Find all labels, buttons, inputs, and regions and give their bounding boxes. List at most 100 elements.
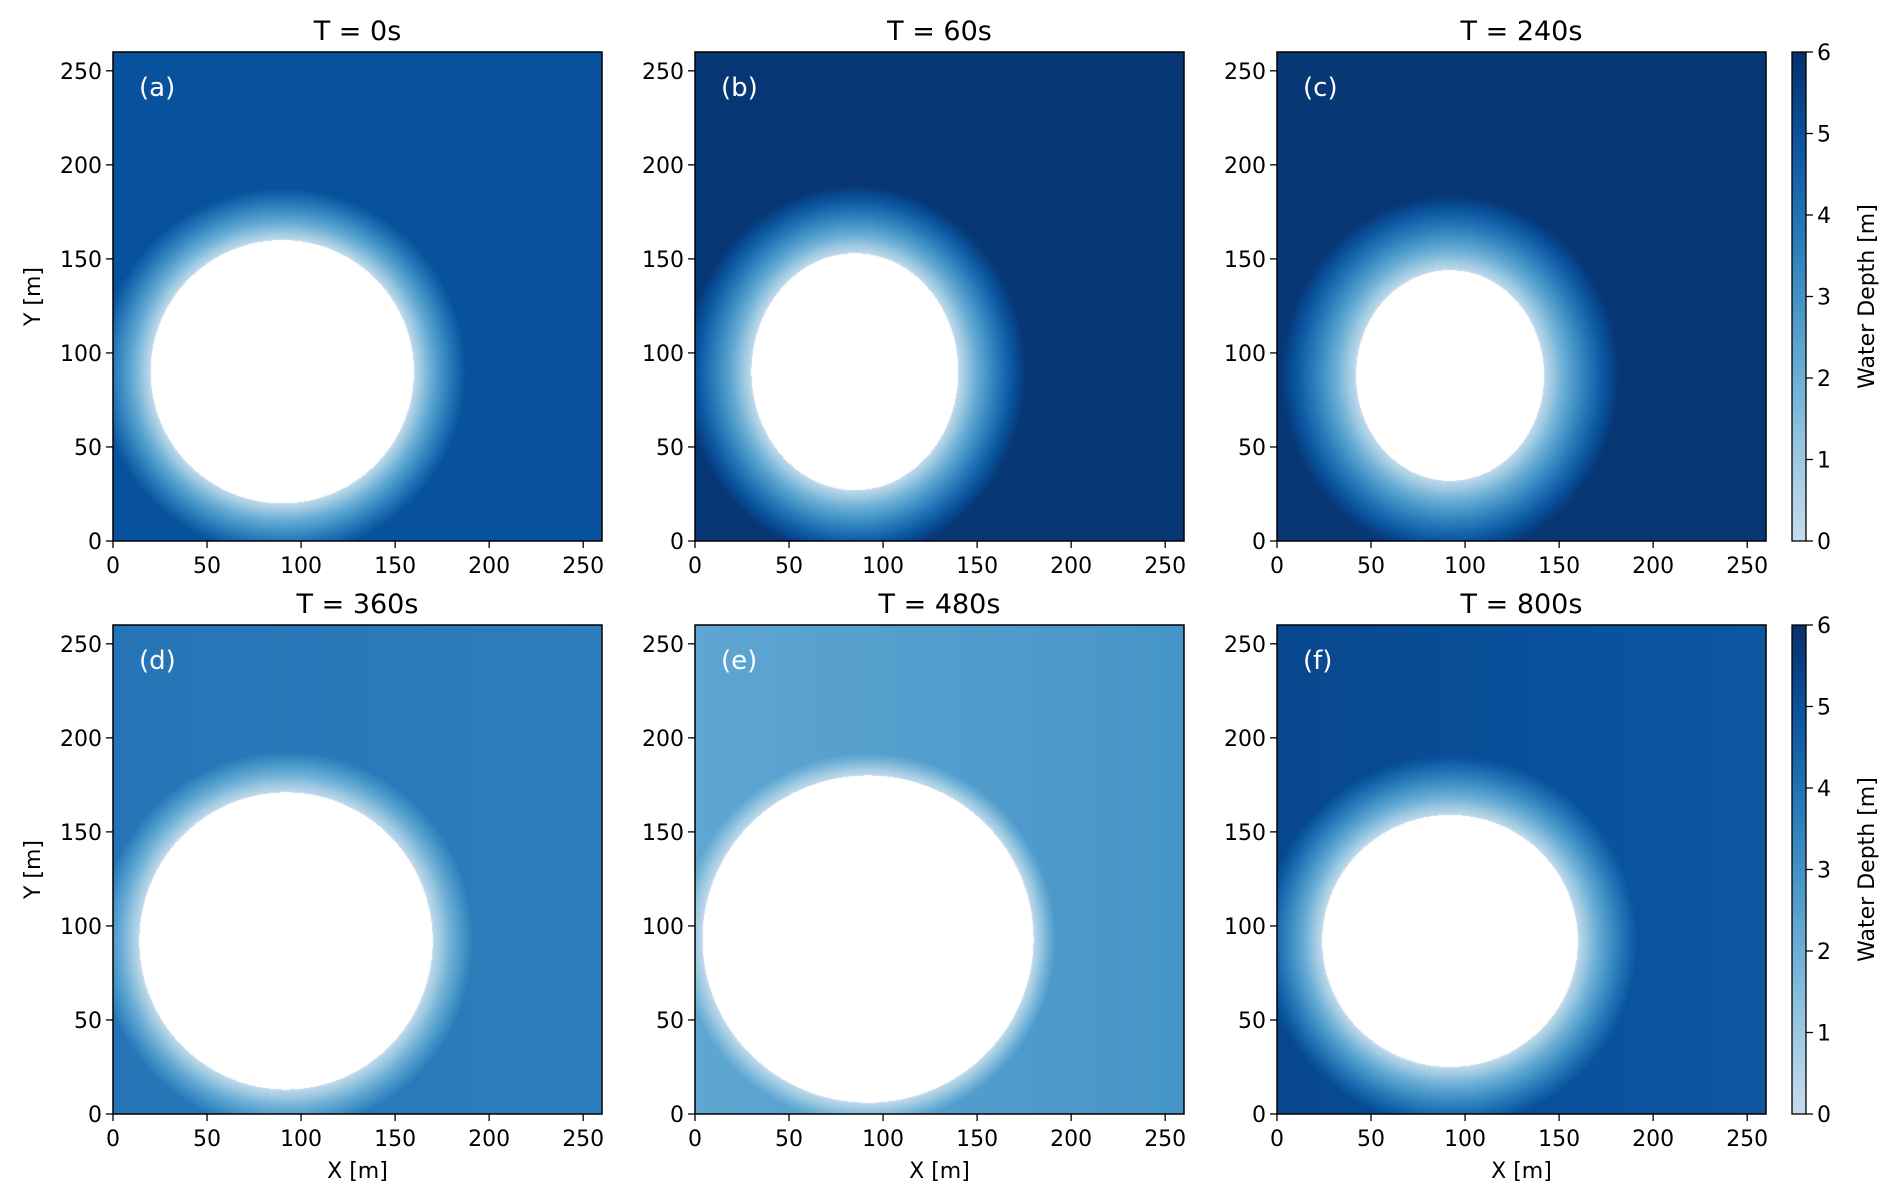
panel-tag: (e) bbox=[721, 646, 757, 676]
y-tick-label: 100 bbox=[1224, 342, 1266, 367]
y-tick-label: 150 bbox=[642, 248, 684, 273]
x-tick-label: 250 bbox=[1726, 1127, 1768, 1152]
heatmap-panel-c bbox=[1277, 52, 1766, 541]
y-tick-label: 150 bbox=[1224, 821, 1266, 846]
x-tick-label: 100 bbox=[1444, 1127, 1486, 1152]
y-tick-label: 250 bbox=[1224, 60, 1266, 85]
x-tick-label: 250 bbox=[562, 554, 604, 579]
panel-tag: (a) bbox=[139, 73, 175, 103]
y-tick-label: 250 bbox=[642, 633, 684, 658]
x-tick-label: 150 bbox=[1538, 1127, 1580, 1152]
y-axis-label: Y [m] bbox=[21, 840, 46, 900]
y-tick-label: 250 bbox=[642, 60, 684, 85]
panel-tag: (d) bbox=[139, 646, 176, 676]
colorbar-label: Water Depth [m] bbox=[1855, 777, 1880, 962]
y-tick-label: 100 bbox=[60, 342, 102, 367]
y-tick-label: 0 bbox=[670, 1103, 684, 1128]
heatmap-panel-a bbox=[113, 52, 602, 541]
y-tick-label: 0 bbox=[88, 530, 102, 555]
panel-title: T = 0s bbox=[313, 16, 402, 47]
y-tick-label: 0 bbox=[1252, 1103, 1266, 1128]
x-tick-label: 0 bbox=[106, 1127, 120, 1152]
axes-frame bbox=[694, 51, 1185, 542]
x-tick-label: 150 bbox=[956, 554, 998, 579]
axes-frame bbox=[694, 624, 1185, 1115]
y-tick-label: 100 bbox=[1224, 915, 1266, 940]
y-tick-label: 200 bbox=[1224, 154, 1266, 179]
x-tick-label: 200 bbox=[1050, 1127, 1092, 1152]
colorbar-tick-label: 1 bbox=[1817, 1022, 1831, 1047]
axes-frame bbox=[112, 51, 603, 542]
x-tick-label: 0 bbox=[1270, 1127, 1284, 1152]
colorbar-tick-label: 5 bbox=[1817, 123, 1831, 148]
y-tick-label: 200 bbox=[642, 727, 684, 752]
panel-title: T = 240s bbox=[1460, 16, 1583, 47]
heatmap-panel-b bbox=[695, 52, 1184, 541]
y-tick-label: 250 bbox=[60, 60, 102, 85]
y-tick-label: 200 bbox=[1224, 727, 1266, 752]
x-tick-label: 150 bbox=[1538, 554, 1580, 579]
panel-title: T = 60s bbox=[886, 16, 992, 47]
y-tick-label: 200 bbox=[60, 727, 102, 752]
axes-frame bbox=[1276, 624, 1767, 1115]
x-axis-label: X [m] bbox=[327, 1159, 388, 1184]
x-tick-label: 150 bbox=[374, 554, 416, 579]
colorbar bbox=[1791, 51, 1807, 542]
x-tick-label: 100 bbox=[862, 1127, 904, 1152]
heatmap-panel-e bbox=[695, 625, 1184, 1114]
y-tick-label: 50 bbox=[74, 1009, 102, 1034]
y-tick-label: 250 bbox=[60, 633, 102, 658]
x-tick-label: 100 bbox=[862, 554, 904, 579]
colorbar-tick-label: 3 bbox=[1817, 859, 1831, 884]
y-tick-label: 150 bbox=[1224, 248, 1266, 273]
y-tick-label: 50 bbox=[1238, 436, 1266, 461]
x-axis-label: X [m] bbox=[909, 1159, 970, 1184]
y-tick-label: 150 bbox=[60, 821, 102, 846]
colorbar-tick-label: 6 bbox=[1817, 614, 1831, 639]
colorbar-tick-label: 5 bbox=[1817, 696, 1831, 721]
x-tick-label: 50 bbox=[775, 1127, 803, 1152]
y-tick-label: 200 bbox=[642, 154, 684, 179]
x-tick-label: 50 bbox=[1357, 554, 1385, 579]
colorbar-tick-label: 1 bbox=[1817, 449, 1831, 474]
y-tick-label: 50 bbox=[1238, 1009, 1266, 1034]
colorbar-tick-label: 0 bbox=[1817, 1103, 1831, 1128]
x-tick-label: 0 bbox=[688, 554, 702, 579]
x-axis-label: X [m] bbox=[1491, 1159, 1552, 1184]
axes-frame bbox=[1276, 51, 1767, 542]
x-tick-label: 50 bbox=[775, 554, 803, 579]
y-tick-label: 50 bbox=[74, 436, 102, 461]
colorbar-tick-label: 6 bbox=[1817, 41, 1831, 66]
y-tick-label: 200 bbox=[60, 154, 102, 179]
axes-frame bbox=[112, 624, 603, 1115]
y-tick-label: 100 bbox=[60, 915, 102, 940]
panel-tag: (b) bbox=[721, 73, 758, 103]
x-tick-label: 0 bbox=[1270, 554, 1284, 579]
x-tick-label: 200 bbox=[468, 554, 510, 579]
y-tick-label: 50 bbox=[656, 1009, 684, 1034]
heatmap-panel-d bbox=[113, 625, 602, 1114]
x-tick-label: 200 bbox=[1632, 1127, 1674, 1152]
y-tick-label: 100 bbox=[642, 915, 684, 940]
x-tick-label: 150 bbox=[374, 1127, 416, 1152]
colorbar-tick-label: 4 bbox=[1817, 777, 1831, 802]
colorbar bbox=[1791, 624, 1807, 1115]
panel-title: T = 480s bbox=[878, 589, 1001, 620]
x-tick-label: 250 bbox=[1144, 1127, 1186, 1152]
x-tick-label: 50 bbox=[1357, 1127, 1385, 1152]
x-tick-label: 200 bbox=[1632, 554, 1674, 579]
panel-tag: (c) bbox=[1303, 73, 1338, 103]
y-tick-label: 0 bbox=[670, 530, 684, 555]
panel-title: T = 800s bbox=[1460, 589, 1583, 620]
x-tick-label: 0 bbox=[688, 1127, 702, 1152]
y-tick-label: 150 bbox=[642, 821, 684, 846]
x-tick-label: 0 bbox=[106, 554, 120, 579]
x-tick-label: 250 bbox=[562, 1127, 604, 1152]
x-tick-label: 50 bbox=[193, 1127, 221, 1152]
colorbar-tick-label: 2 bbox=[1817, 940, 1831, 965]
panel-tag: (f) bbox=[1303, 646, 1332, 676]
y-tick-label: 0 bbox=[1252, 530, 1266, 555]
x-tick-label: 250 bbox=[1144, 554, 1186, 579]
